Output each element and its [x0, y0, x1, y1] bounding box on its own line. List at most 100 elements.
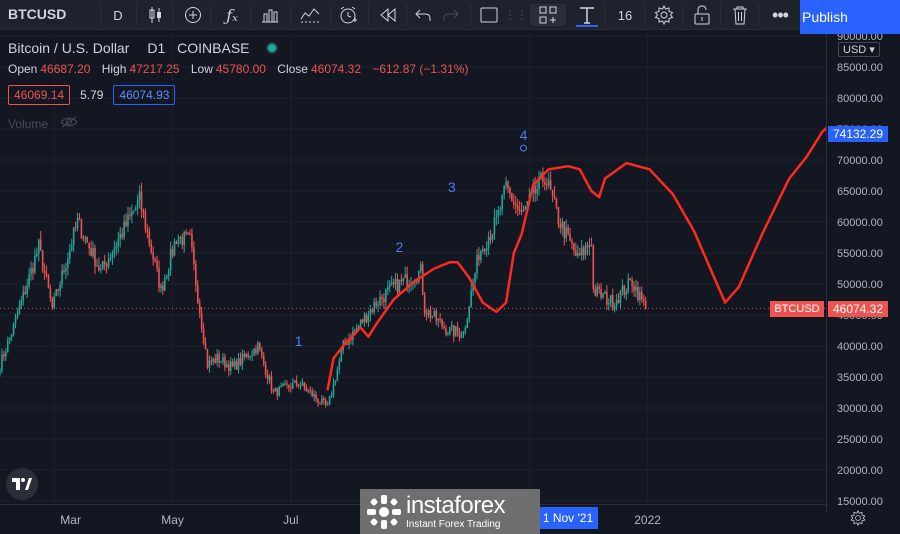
candle-body [483, 249, 486, 252]
candle-body [416, 281, 418, 283]
candle [383, 293, 385, 309]
indicators-icon[interactable]: ƒₓ [226, 5, 238, 25]
candle-body [233, 361, 236, 367]
replay-icon[interactable] [376, 4, 400, 26]
candle-body [132, 210, 135, 213]
candle [270, 371, 273, 394]
candle-body [625, 291, 628, 295]
candle-body [431, 316, 434, 318]
price-tick-label: 65000.00 [837, 186, 883, 198]
sell-price-button[interactable]: 46069.14 [8, 85, 71, 105]
candle [536, 179, 538, 201]
candle [507, 180, 509, 194]
drag-handle-icon[interactable]: ⋮⋮ [504, 8, 528, 22]
candle [305, 383, 308, 392]
buy-price-button[interactable]: 46074.93 [113, 85, 176, 105]
candle [586, 241, 589, 256]
candle-body [177, 238, 180, 244]
candle-body [32, 268, 34, 273]
candle [65, 262, 67, 280]
candle-body [80, 219, 83, 239]
candle [245, 352, 248, 359]
symbol-name: Bitcoin / U.S. Dollar [8, 40, 130, 56]
symbol-search[interactable]: BTCUSD [8, 6, 67, 22]
candle-body [499, 209, 502, 211]
interval-button[interactable]: D [113, 7, 123, 23]
candle-body [1, 354, 3, 371]
text-tool-icon[interactable] [576, 4, 598, 26]
candle [107, 252, 110, 270]
settings-gear-icon[interactable] [652, 4, 676, 26]
candle-body [334, 380, 337, 384]
currency-select[interactable]: USD ▾ [838, 42, 880, 57]
candle-body [592, 246, 595, 289]
more-icon[interactable]: ••• [772, 4, 789, 25]
trash-icon[interactable] [728, 4, 752, 26]
templates-icon[interactable] [298, 4, 322, 26]
volume-label: Volume [8, 116, 49, 131]
redo-icon[interactable] [440, 4, 462, 26]
candle [290, 382, 292, 393]
candle-body [491, 233, 494, 240]
candle-body [582, 247, 585, 256]
object-tree-icon[interactable] [530, 4, 566, 26]
candle [69, 243, 71, 264]
candle-body [598, 286, 600, 290]
candle-body [251, 354, 253, 357]
candle-type-icon[interactable] [145, 4, 167, 26]
candle [113, 240, 116, 259]
alert-icon[interactable] [336, 4, 360, 26]
candle [191, 228, 193, 253]
candle-body [134, 207, 137, 211]
eye-hidden-icon[interactable] [60, 116, 78, 131]
candle-body [551, 189, 554, 196]
font-size-select[interactable]: 16 [617, 7, 633, 23]
candle-body [18, 306, 21, 315]
candle-body [462, 332, 465, 337]
candle [216, 349, 218, 367]
candle-body [315, 394, 317, 399]
add-compare-icon[interactable] [182, 4, 204, 26]
candle [210, 356, 213, 366]
tradingview-logo[interactable] [6, 468, 38, 500]
candle-body [156, 260, 158, 268]
candle [538, 170, 540, 196]
candle [115, 241, 118, 256]
price-tick-label: 15000.00 [837, 496, 883, 508]
candle-body [606, 292, 608, 305]
toolbar-divider [250, 4, 251, 26]
volume-indicator[interactable]: Volume [8, 116, 78, 131]
axis-settings-gear-icon[interactable] [850, 509, 866, 531]
candle [332, 377, 335, 399]
candle [402, 277, 405, 286]
candle [303, 381, 306, 391]
candle [268, 373, 271, 384]
candle [222, 352, 224, 366]
undo-icon[interactable] [412, 4, 434, 26]
candle [94, 244, 96, 275]
unlock-icon[interactable] [690, 4, 714, 26]
publish-button[interactable]: Publish [800, 0, 900, 34]
price-tick-label: 55000.00 [837, 248, 883, 260]
candle [121, 227, 123, 240]
candle [208, 355, 211, 373]
candle-body [125, 221, 127, 227]
financials-icon[interactable] [258, 4, 282, 26]
candle-body [206, 349, 209, 368]
candle [291, 377, 294, 390]
candle [266, 369, 269, 385]
candle [148, 226, 151, 248]
candle-body [253, 348, 255, 355]
candle [158, 260, 160, 293]
price-axis[interactable]: 90000.0085000.0080000.0075000.0070000.00… [826, 31, 900, 512]
candle-body [45, 273, 48, 276]
candle [307, 388, 310, 394]
candle-body [509, 188, 511, 194]
rectangle-tool-icon[interactable] [478, 4, 500, 26]
candle [28, 267, 30, 290]
candle [590, 237, 593, 247]
candle-body [220, 362, 222, 364]
candle-body [464, 327, 467, 333]
candle-body [526, 201, 529, 207]
